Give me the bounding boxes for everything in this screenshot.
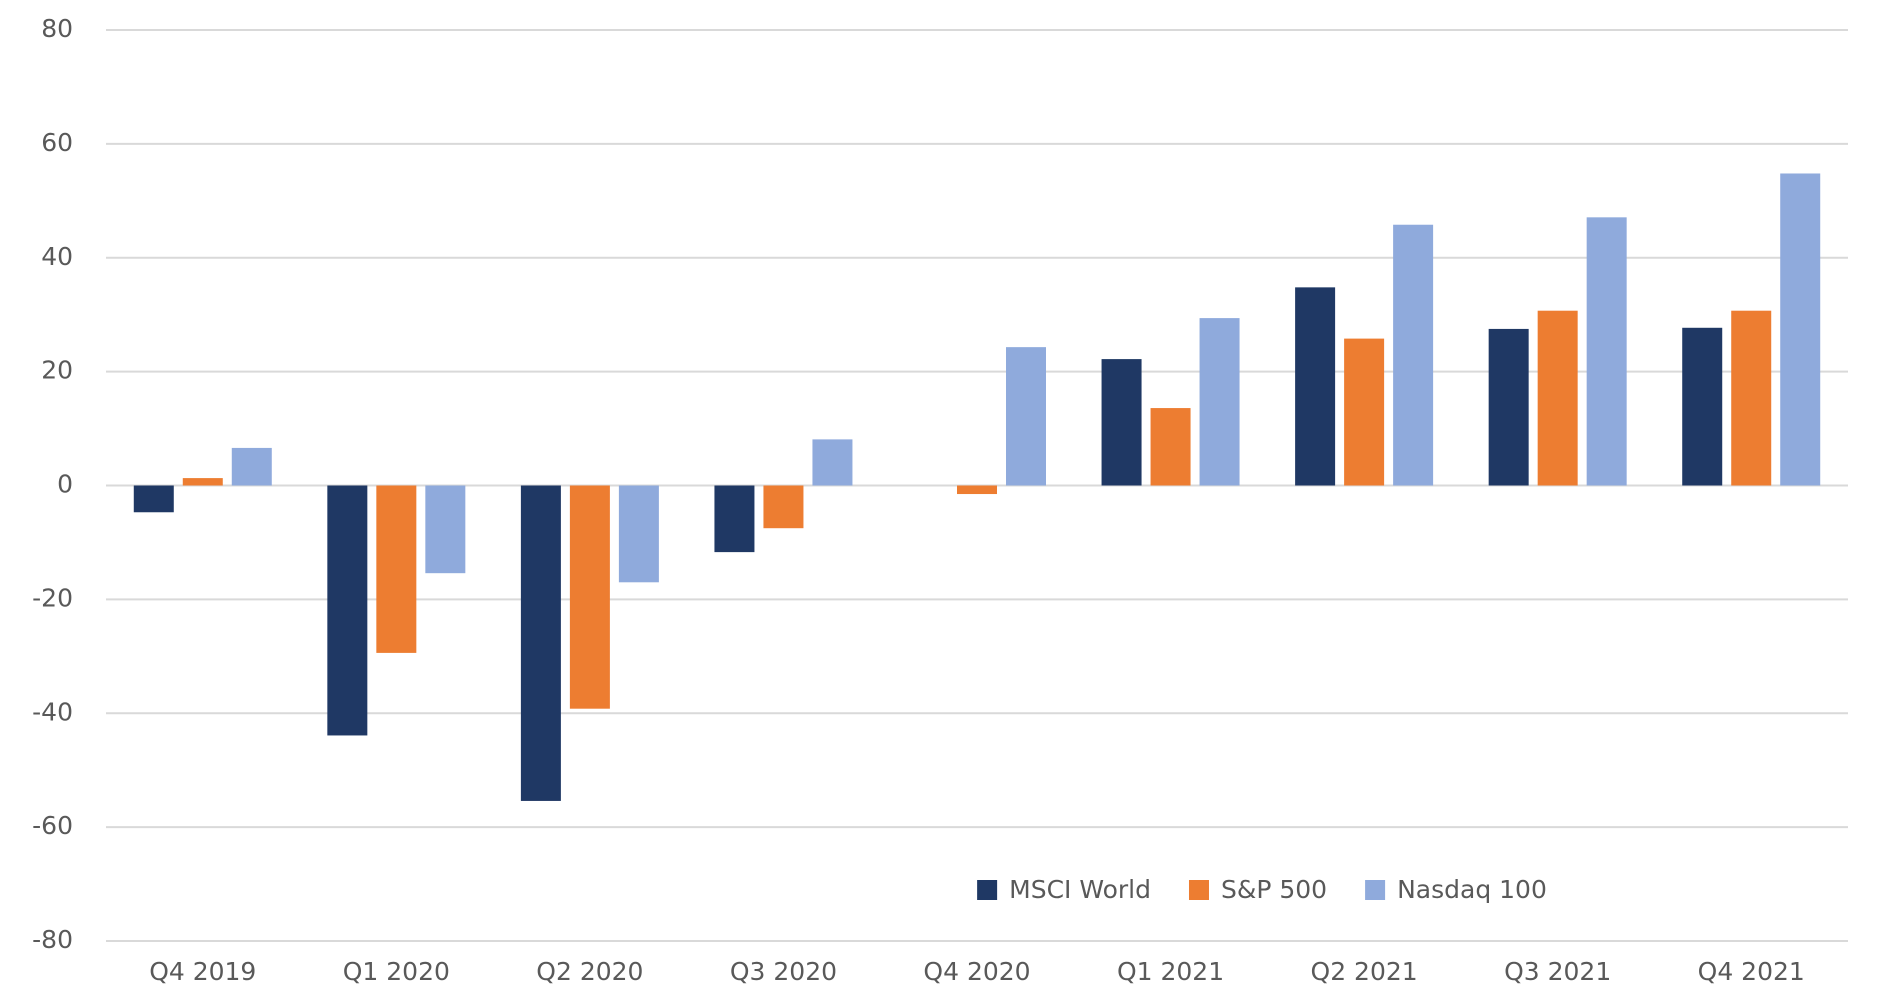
bar	[1150, 408, 1191, 486]
bar	[1006, 347, 1046, 486]
y-tick-label: 80	[41, 14, 73, 43]
legend-label: Nasdaq 100	[1397, 875, 1547, 904]
x-tick-label: Q1 2021	[1117, 957, 1224, 986]
x-tick-label: Q1 2020	[343, 957, 450, 986]
legend-label: MSCI World	[1009, 875, 1151, 904]
bar	[1101, 359, 1142, 486]
bar	[1344, 338, 1385, 486]
bar	[327, 485, 368, 736]
bar	[1393, 224, 1434, 486]
bar	[182, 478, 223, 486]
y-tick-label: 40	[41, 242, 73, 271]
bar	[133, 485, 174, 513]
bar	[1731, 310, 1772, 486]
legend-swatch	[1365, 880, 1386, 900]
bar	[425, 485, 466, 574]
bar	[812, 439, 853, 486]
bar	[569, 485, 610, 709]
bar	[1488, 328, 1529, 486]
y-tick-label: -40	[32, 697, 73, 726]
bar	[376, 485, 417, 653]
x-tick-label: Q3 2021	[1504, 957, 1611, 986]
x-tick-label: Q2 2021	[1311, 957, 1418, 986]
y-tick-label: -60	[32, 811, 73, 840]
bar	[1682, 327, 1723, 486]
bar	[957, 485, 997, 495]
y-tick-label: 20	[41, 356, 73, 385]
x-tick-label: Q4 2019	[149, 957, 256, 986]
x-tick-label: Q4 2020	[923, 957, 1030, 986]
x-tick-label: Q3 2020	[730, 957, 837, 986]
y-tick-label: -80	[32, 925, 73, 954]
bar	[763, 485, 804, 529]
bar	[1537, 310, 1578, 486]
legend-swatch	[1188, 880, 1209, 900]
y-tick-label: 0	[57, 470, 73, 499]
y-tick-label: 60	[41, 128, 73, 157]
bar	[1199, 318, 1240, 486]
bar	[1586, 217, 1627, 486]
x-tick-label: Q2 2020	[536, 957, 643, 986]
bar	[231, 447, 272, 486]
y-tick-label: -20	[32, 583, 73, 612]
bar	[1295, 287, 1336, 486]
legend-swatch	[977, 880, 998, 900]
legend-label: S&P 500	[1221, 875, 1327, 904]
bar	[520, 485, 561, 801]
x-tick-label: Q4 2021	[1698, 957, 1805, 986]
bar	[714, 485, 755, 553]
bar	[618, 485, 659, 583]
bar	[1780, 173, 1821, 486]
